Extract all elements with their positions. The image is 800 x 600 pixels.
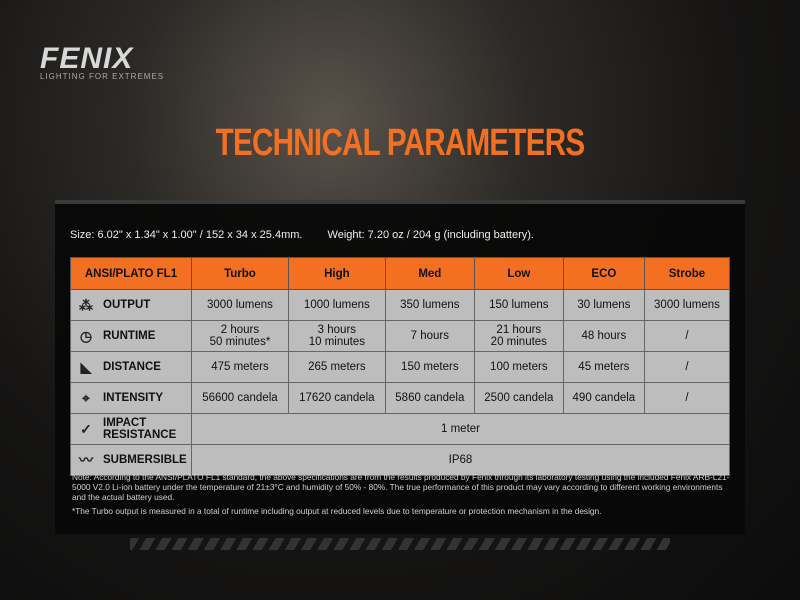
row-label-text: SUBMERSIBLE: [103, 453, 187, 466]
table-cell: 45 meters: [562, 351, 645, 383]
column-header: ECO: [562, 257, 645, 290]
brand-name: FENIX: [40, 42, 134, 75]
spec-table: ANSI/PLATO FL1 Turbo High Med Low ECO Strobe ⁂…: [70, 257, 731, 476]
row-label: ◣ DISTANCE: [70, 351, 192, 383]
table-cell: 56600 candela: [191, 382, 289, 414]
table-row: ✓ IMPACT RESISTANCE 1 meter: [70, 413, 730, 445]
row-label-text: INTENSITY: [103, 391, 164, 404]
row-label: ⌖ INTENSITY: [70, 382, 192, 414]
column-header: ANSI/PLATO FL1: [70, 257, 192, 290]
row-label-text: DISTANCE: [103, 360, 161, 373]
row-label-text: RUNTIME: [103, 329, 156, 342]
table-cell: 3000 lumens: [191, 289, 289, 321]
table-cell: 3000 lumens: [643, 289, 731, 321]
table-row: ◷ RUNTIME 2 hours 50 minutes* 3 hours 10 mi…: [70, 320, 731, 352]
table-cell: 17620 candela: [287, 382, 386, 414]
table-cell: 2 hours 50 minutes*: [191, 320, 289, 352]
row-label-text: IMPACT RESISTANCE: [103, 417, 177, 441]
column-header: Low: [473, 257, 564, 290]
row-label-text: OUTPUT: [103, 298, 151, 311]
column-header: Turbo: [191, 257, 289, 290]
table-cell: 5860 candela: [384, 382, 475, 414]
water-icon: 〰: [79, 451, 93, 468]
table-header: ANSI/PLATO FL1 Turbo High Med Low ECO Strobe: [70, 257, 731, 290]
table-cell: /: [643, 320, 731, 352]
table-cell: 30 lumens: [562, 289, 645, 321]
table-cell: 150 lumens: [473, 289, 564, 321]
table-cell: 1000 lumens: [287, 289, 386, 321]
table-cell: 48 hours: [562, 320, 645, 352]
row-label: 〰 SUBMERSIBLE: [70, 444, 192, 476]
table-cell: 7 hours: [384, 320, 475, 352]
table-cell: /: [643, 382, 731, 414]
row-label: ◷ RUNTIME: [70, 320, 192, 352]
row-label: ✓ IMPACT RESISTANCE: [70, 413, 192, 445]
note-standard: Note: According to the ANSI/PLATO FL1 st…: [72, 472, 730, 502]
column-header: Strobe: [643, 257, 731, 290]
table-cell: 265 meters: [287, 351, 386, 383]
dimensions: Size: 6.02" x 1.34" x 1.00" / 152 x 34 x…: [70, 229, 556, 241]
beam-icon: ⁂: [79, 296, 93, 313]
table-row: 〰 SUBMERSIBLE IP68: [70, 444, 730, 476]
column-header: Med: [384, 257, 475, 290]
table-cell: 150 meters: [384, 351, 475, 383]
table-cell: 490 candela: [562, 382, 645, 414]
table-cell: 1 meter: [191, 413, 730, 445]
table-cell: 350 lumens: [384, 289, 475, 321]
table-row: ◣ DISTANCE 475 meters 265 meters 150 meters 1…: [70, 351, 731, 383]
size-text: Size: 6.02" x 1.34" x 1.00" / 152 x 34 x…: [70, 229, 303, 241]
table-cell: 2500 candela: [473, 382, 564, 414]
brand-tagline: LIGHTING FOR EXTREMES: [40, 72, 165, 81]
impact-icon: ✓: [80, 421, 92, 437]
fenix-logo: FENIX LIGHTING FOR EXTREMES: [40, 42, 165, 82]
column-header: High: [287, 257, 386, 290]
table-cell: /: [643, 351, 731, 383]
footnotes: Note: According to the ANSI/PLATO FL1 st…: [72, 472, 732, 520]
note-turbo: *The Turbo output is measured in a total…: [72, 506, 602, 516]
table-row: ⌖ INTENSITY 56600 candela 17620 candela 5860…: [70, 382, 731, 414]
table-cell: 100 meters: [473, 351, 564, 383]
table-cell: 3 hours 10 minutes: [287, 320, 386, 352]
clock-icon: ◷: [79, 327, 93, 344]
table-cell: 475 meters: [191, 351, 289, 383]
row-label: ⁂ OUTPUT: [70, 289, 192, 321]
crosshair-icon: ⌖: [82, 389, 90, 406]
weight-text: Weight: 7.20 oz / 204 g (including batte…: [327, 229, 534, 241]
table-row: ⁂ OUTPUT 3000 lumens 1000 lumens 350 lumens 1…: [70, 289, 731, 321]
distance-icon: ◣: [80, 358, 92, 375]
table-cell: IP68: [191, 444, 730, 476]
table-cell: 21 hours 20 minutes: [473, 320, 564, 352]
panel-decoration: [130, 538, 670, 550]
page-title: TECHNICAL PARAMETERS: [215, 122, 585, 164]
